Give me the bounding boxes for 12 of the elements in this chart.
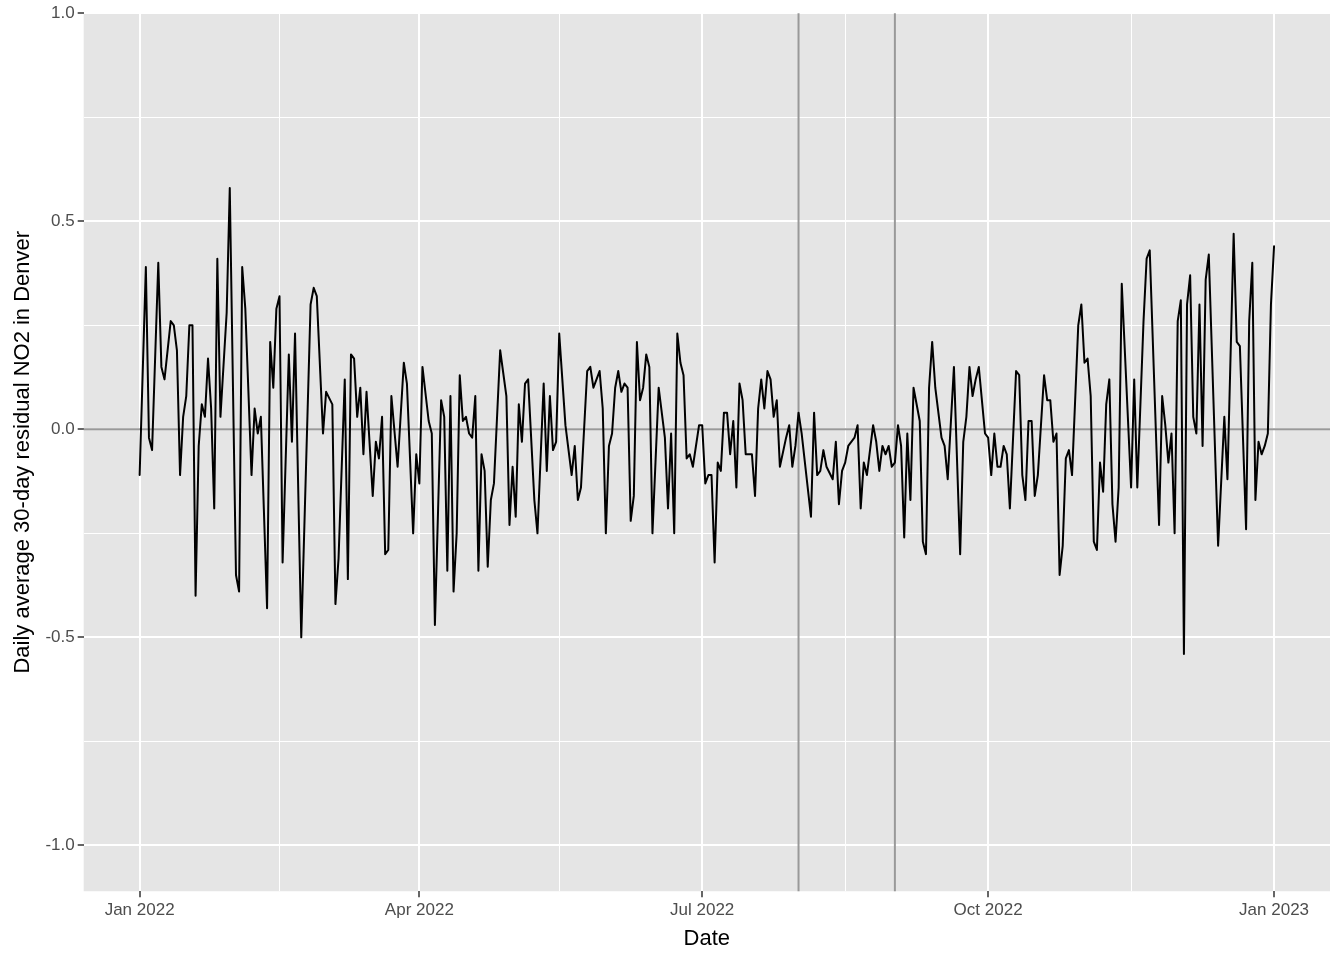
x-tick-label: Jan 2023: [1239, 900, 1310, 920]
y-tick-label: 1.0: [51, 2, 75, 22]
x-tick-label: Jan 2022: [104, 900, 175, 920]
y-tick-label: 0.0: [51, 419, 75, 438]
y-tick-label: -1.0: [45, 835, 75, 855]
y-tick-label: 0.5: [51, 210, 75, 230]
x-tick-label: Oct 2022: [953, 900, 1023, 920]
x-axis-title: Date: [683, 924, 731, 950]
x-tick-label: Apr 2022: [384, 900, 454, 920]
x-tick-label: Jul 2022: [670, 900, 735, 920]
y-tick-label: -0.5: [45, 627, 75, 647]
y-axis-title: Daily average 30-day residual NO2 in Denver: [9, 230, 35, 674]
